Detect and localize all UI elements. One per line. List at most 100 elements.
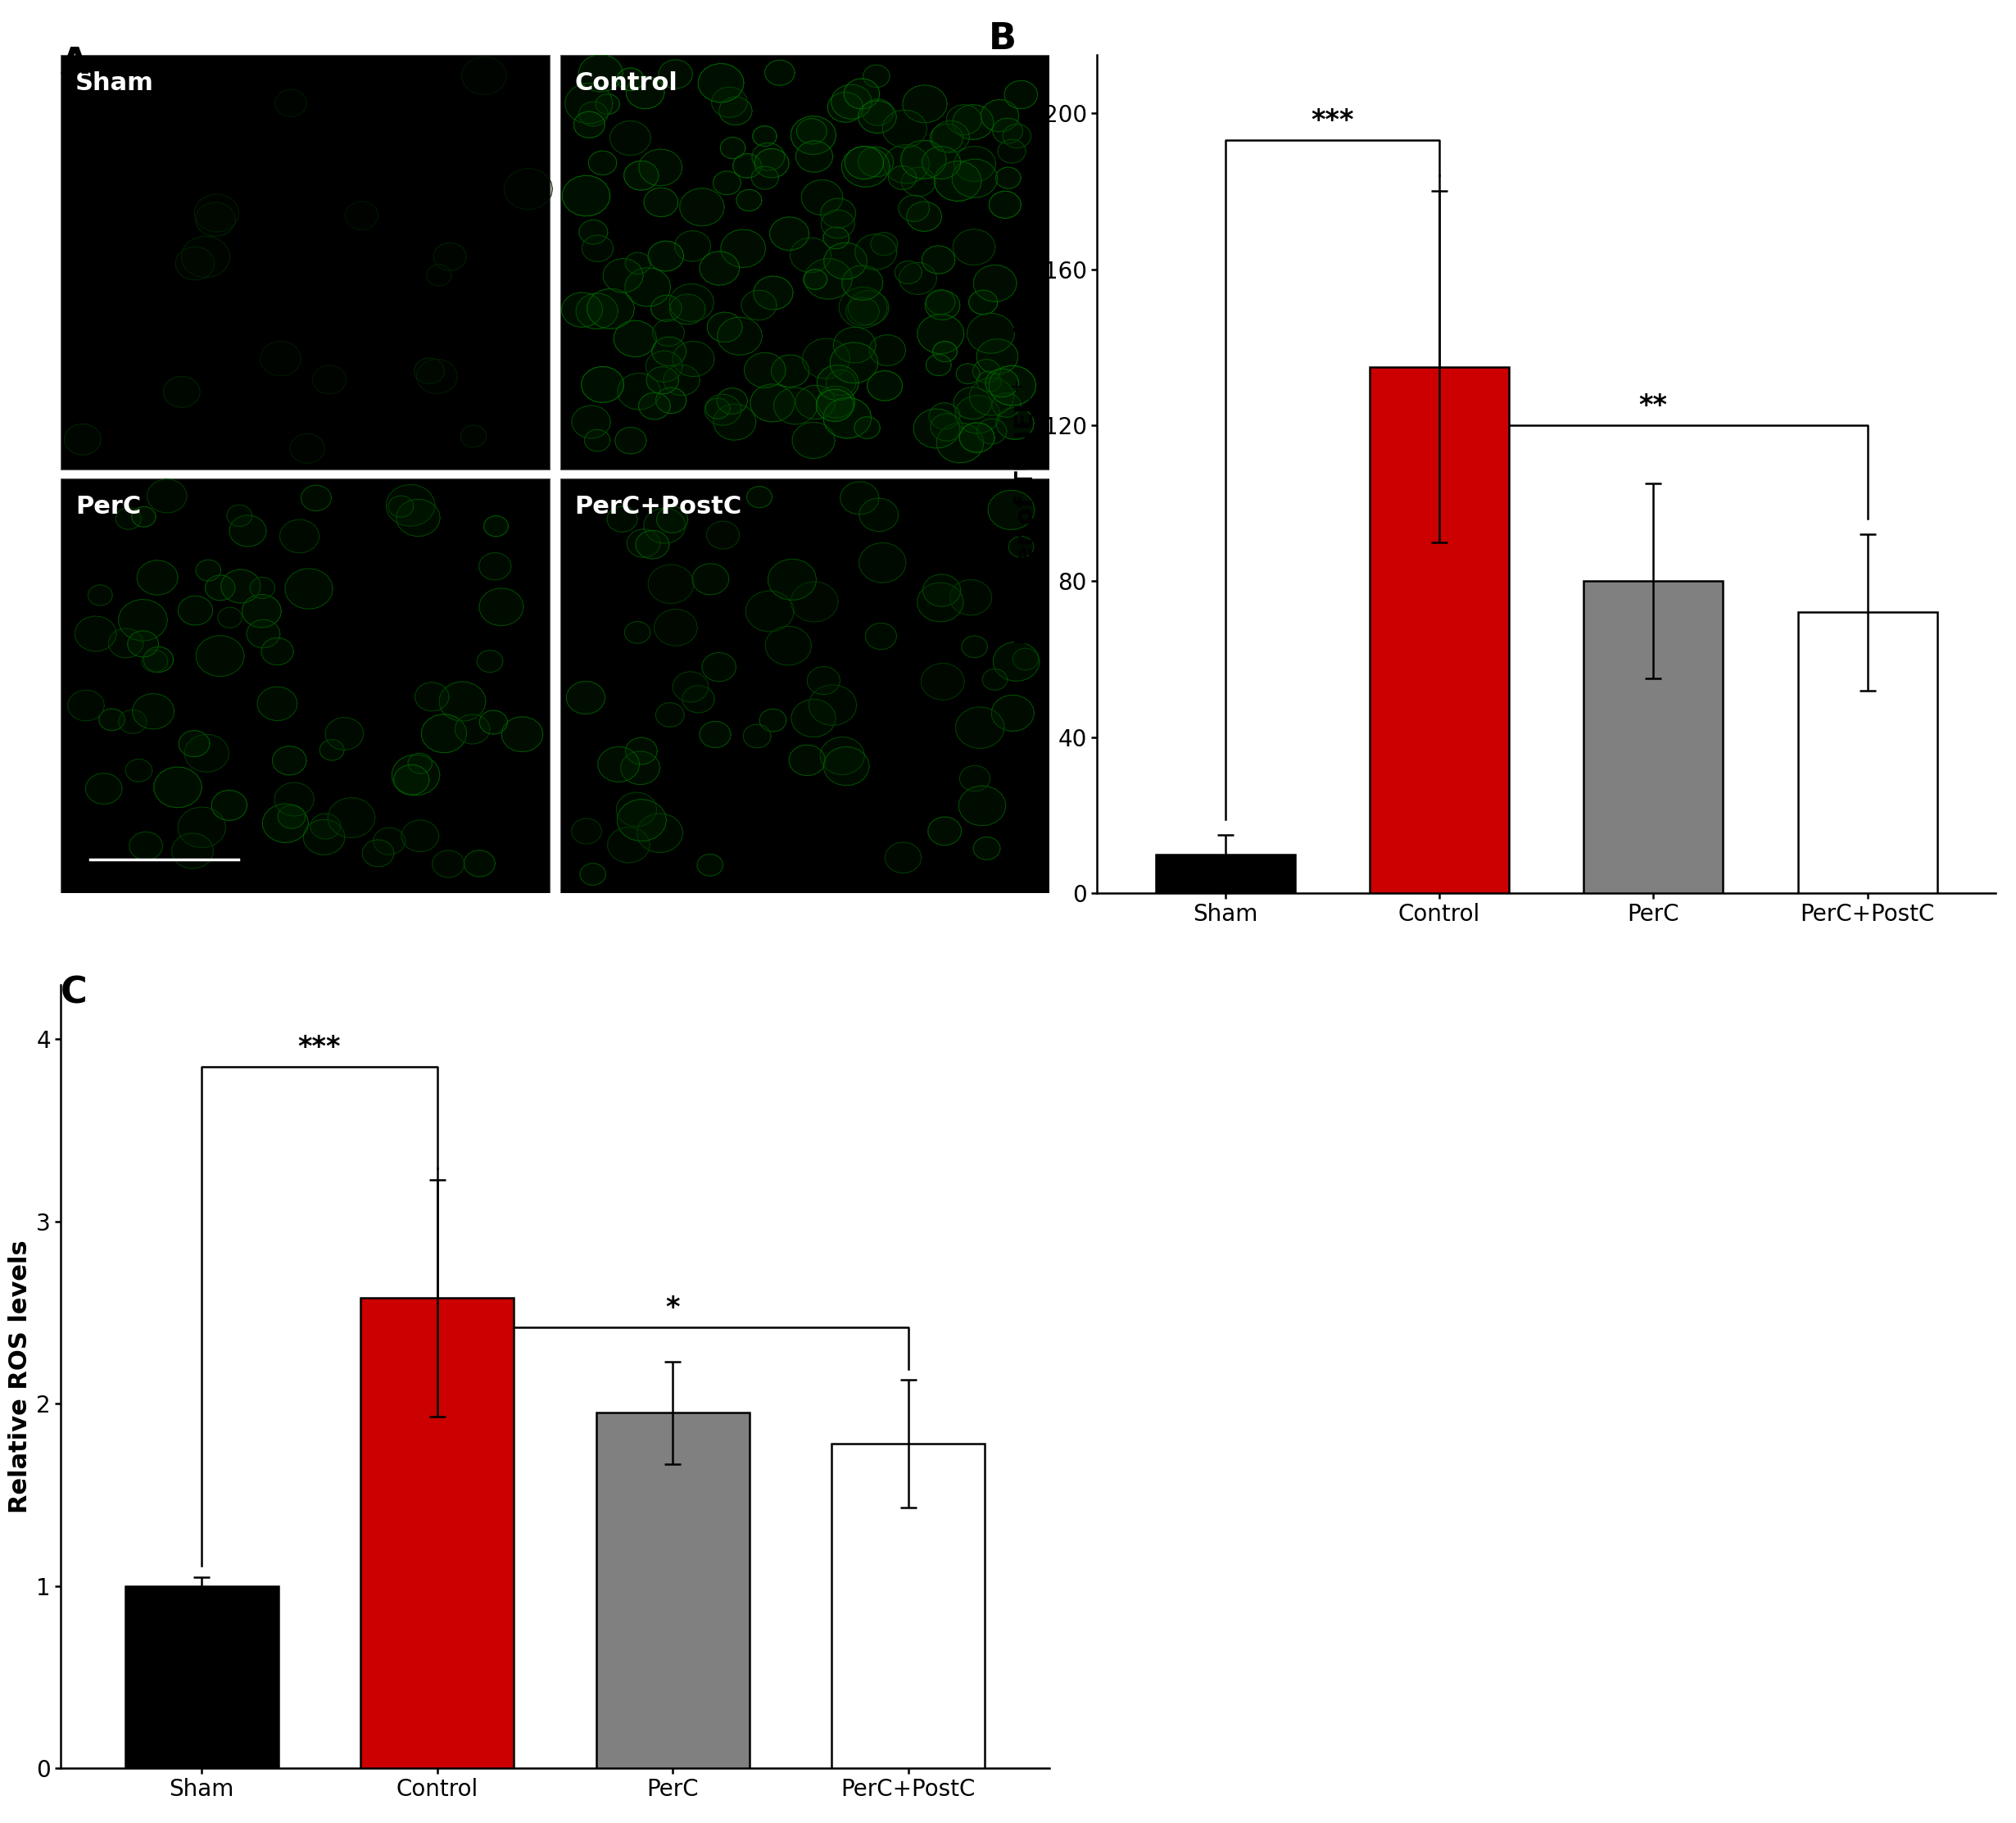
Polygon shape <box>649 565 694 603</box>
Polygon shape <box>89 585 113 605</box>
Polygon shape <box>566 682 605 715</box>
Polygon shape <box>933 341 958 363</box>
Polygon shape <box>974 359 1000 383</box>
Polygon shape <box>607 507 637 532</box>
Bar <box>60 478 550 893</box>
Polygon shape <box>659 60 694 89</box>
Polygon shape <box>970 377 1014 416</box>
Polygon shape <box>246 620 280 647</box>
Polygon shape <box>655 388 685 414</box>
Polygon shape <box>774 388 816 425</box>
Polygon shape <box>855 233 897 270</box>
Polygon shape <box>617 793 657 826</box>
Polygon shape <box>760 709 786 731</box>
Polygon shape <box>635 530 669 560</box>
Polygon shape <box>956 707 1004 749</box>
Polygon shape <box>802 180 843 215</box>
Polygon shape <box>585 430 611 452</box>
Polygon shape <box>865 623 897 649</box>
Polygon shape <box>645 350 683 383</box>
Polygon shape <box>962 636 988 658</box>
Polygon shape <box>573 819 601 844</box>
Polygon shape <box>280 520 319 552</box>
Polygon shape <box>718 317 762 355</box>
Polygon shape <box>702 653 736 682</box>
Polygon shape <box>825 397 871 438</box>
Polygon shape <box>825 242 867 279</box>
Polygon shape <box>746 487 772 509</box>
Polygon shape <box>841 481 879 514</box>
Polygon shape <box>978 419 1006 445</box>
Polygon shape <box>643 509 685 543</box>
Polygon shape <box>792 423 835 458</box>
Polygon shape <box>833 326 875 363</box>
Polygon shape <box>480 711 508 735</box>
Polygon shape <box>373 828 405 855</box>
Polygon shape <box>859 146 893 177</box>
Polygon shape <box>708 312 742 343</box>
Polygon shape <box>177 596 214 625</box>
Polygon shape <box>698 64 744 102</box>
Polygon shape <box>1002 124 1030 148</box>
Polygon shape <box>413 357 446 385</box>
Polygon shape <box>581 864 605 886</box>
Polygon shape <box>925 354 952 376</box>
Polygon shape <box>583 235 613 263</box>
Polygon shape <box>754 149 788 179</box>
Polygon shape <box>171 833 214 868</box>
Polygon shape <box>179 731 210 757</box>
Polygon shape <box>222 569 260 603</box>
Polygon shape <box>937 423 984 463</box>
Polygon shape <box>790 582 839 622</box>
Polygon shape <box>147 479 187 512</box>
Polygon shape <box>278 806 306 828</box>
Polygon shape <box>502 716 542 751</box>
Polygon shape <box>885 842 921 873</box>
Polygon shape <box>956 396 1000 434</box>
Polygon shape <box>480 552 512 580</box>
Polygon shape <box>950 580 992 616</box>
Polygon shape <box>272 746 306 775</box>
Bar <box>361 1298 514 1768</box>
Polygon shape <box>827 370 857 396</box>
Polygon shape <box>714 171 742 195</box>
Polygon shape <box>960 766 990 791</box>
Polygon shape <box>766 625 810 665</box>
Polygon shape <box>952 159 998 197</box>
Polygon shape <box>310 813 341 839</box>
Polygon shape <box>788 746 825 775</box>
Polygon shape <box>133 693 173 729</box>
Polygon shape <box>433 242 466 270</box>
Polygon shape <box>250 578 274 598</box>
Bar <box>1585 582 1724 893</box>
Bar <box>1798 613 1937 893</box>
Polygon shape <box>768 560 816 600</box>
Polygon shape <box>990 366 1036 405</box>
Polygon shape <box>579 221 607 244</box>
Polygon shape <box>992 118 1022 144</box>
Polygon shape <box>921 664 964 700</box>
Bar <box>560 55 1050 470</box>
Polygon shape <box>607 828 649 862</box>
Polygon shape <box>982 100 1018 131</box>
Y-axis label: Relative ROS levels: Relative ROS levels <box>8 1240 32 1513</box>
Polygon shape <box>185 735 230 773</box>
Bar <box>560 478 1050 893</box>
Polygon shape <box>119 709 147 733</box>
Polygon shape <box>679 188 724 226</box>
Polygon shape <box>903 86 948 122</box>
Polygon shape <box>816 386 855 417</box>
Polygon shape <box>663 365 700 396</box>
Polygon shape <box>196 636 244 676</box>
Polygon shape <box>456 715 490 744</box>
Polygon shape <box>484 516 508 536</box>
Polygon shape <box>206 574 236 600</box>
Polygon shape <box>929 403 960 428</box>
Polygon shape <box>764 60 794 86</box>
Polygon shape <box>871 232 897 255</box>
Bar <box>125 1586 278 1768</box>
Polygon shape <box>595 93 619 115</box>
Polygon shape <box>746 591 794 633</box>
Polygon shape <box>925 290 960 321</box>
Polygon shape <box>954 104 994 140</box>
